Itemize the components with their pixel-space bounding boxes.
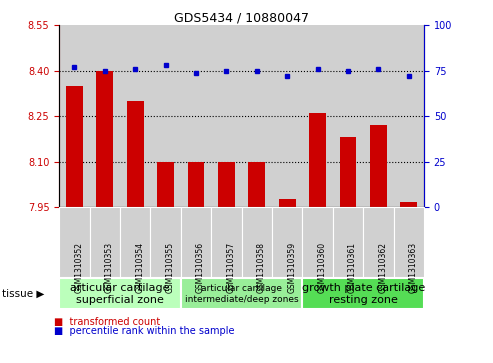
Text: tissue ▶: tissue ▶: [2, 289, 45, 299]
Text: GSM1310352: GSM1310352: [74, 242, 83, 293]
Text: growth plate cartilage
resting zone: growth plate cartilage resting zone: [302, 283, 425, 305]
Bar: [157, 162, 174, 207]
Bar: [279, 199, 295, 207]
Text: GSM1310358: GSM1310358: [257, 242, 266, 293]
Bar: [393, 25, 424, 207]
Text: GSM1310362: GSM1310362: [379, 242, 387, 293]
Bar: [127, 101, 143, 207]
Text: articular cartilage
intermediate/deep zones: articular cartilage intermediate/deep zo…: [185, 284, 298, 303]
Bar: [218, 162, 235, 207]
Text: GSM1310363: GSM1310363: [409, 242, 418, 293]
Text: GSM1310355: GSM1310355: [166, 242, 175, 293]
Bar: [188, 162, 204, 207]
Text: GSM1310359: GSM1310359: [287, 242, 296, 293]
Bar: [309, 113, 326, 207]
Bar: [66, 86, 83, 207]
Text: GSM1310356: GSM1310356: [196, 242, 205, 293]
Bar: [370, 125, 387, 207]
Text: GSM1310361: GSM1310361: [348, 242, 357, 293]
Bar: [211, 25, 242, 207]
Bar: [333, 25, 363, 207]
Bar: [363, 25, 393, 207]
Bar: [400, 202, 417, 207]
Bar: [242, 25, 272, 207]
Title: GDS5434 / 10880047: GDS5434 / 10880047: [174, 11, 309, 24]
Bar: [340, 137, 356, 207]
Bar: [97, 71, 113, 207]
Bar: [181, 25, 211, 207]
Bar: [120, 25, 150, 207]
Bar: [59, 25, 90, 207]
Bar: [90, 25, 120, 207]
Text: GSM1310353: GSM1310353: [105, 242, 114, 293]
Text: GSM1310354: GSM1310354: [135, 242, 144, 293]
Text: articular cartilage
superficial zone: articular cartilage superficial zone: [70, 283, 170, 305]
Text: ■  transformed count: ■ transformed count: [54, 317, 161, 327]
Bar: [272, 25, 302, 207]
Bar: [150, 25, 181, 207]
Text: ■  percentile rank within the sample: ■ percentile rank within the sample: [54, 326, 235, 336]
Bar: [302, 25, 333, 207]
Text: GSM1310357: GSM1310357: [226, 242, 235, 293]
Text: GSM1310360: GSM1310360: [317, 242, 326, 293]
Bar: [248, 162, 265, 207]
